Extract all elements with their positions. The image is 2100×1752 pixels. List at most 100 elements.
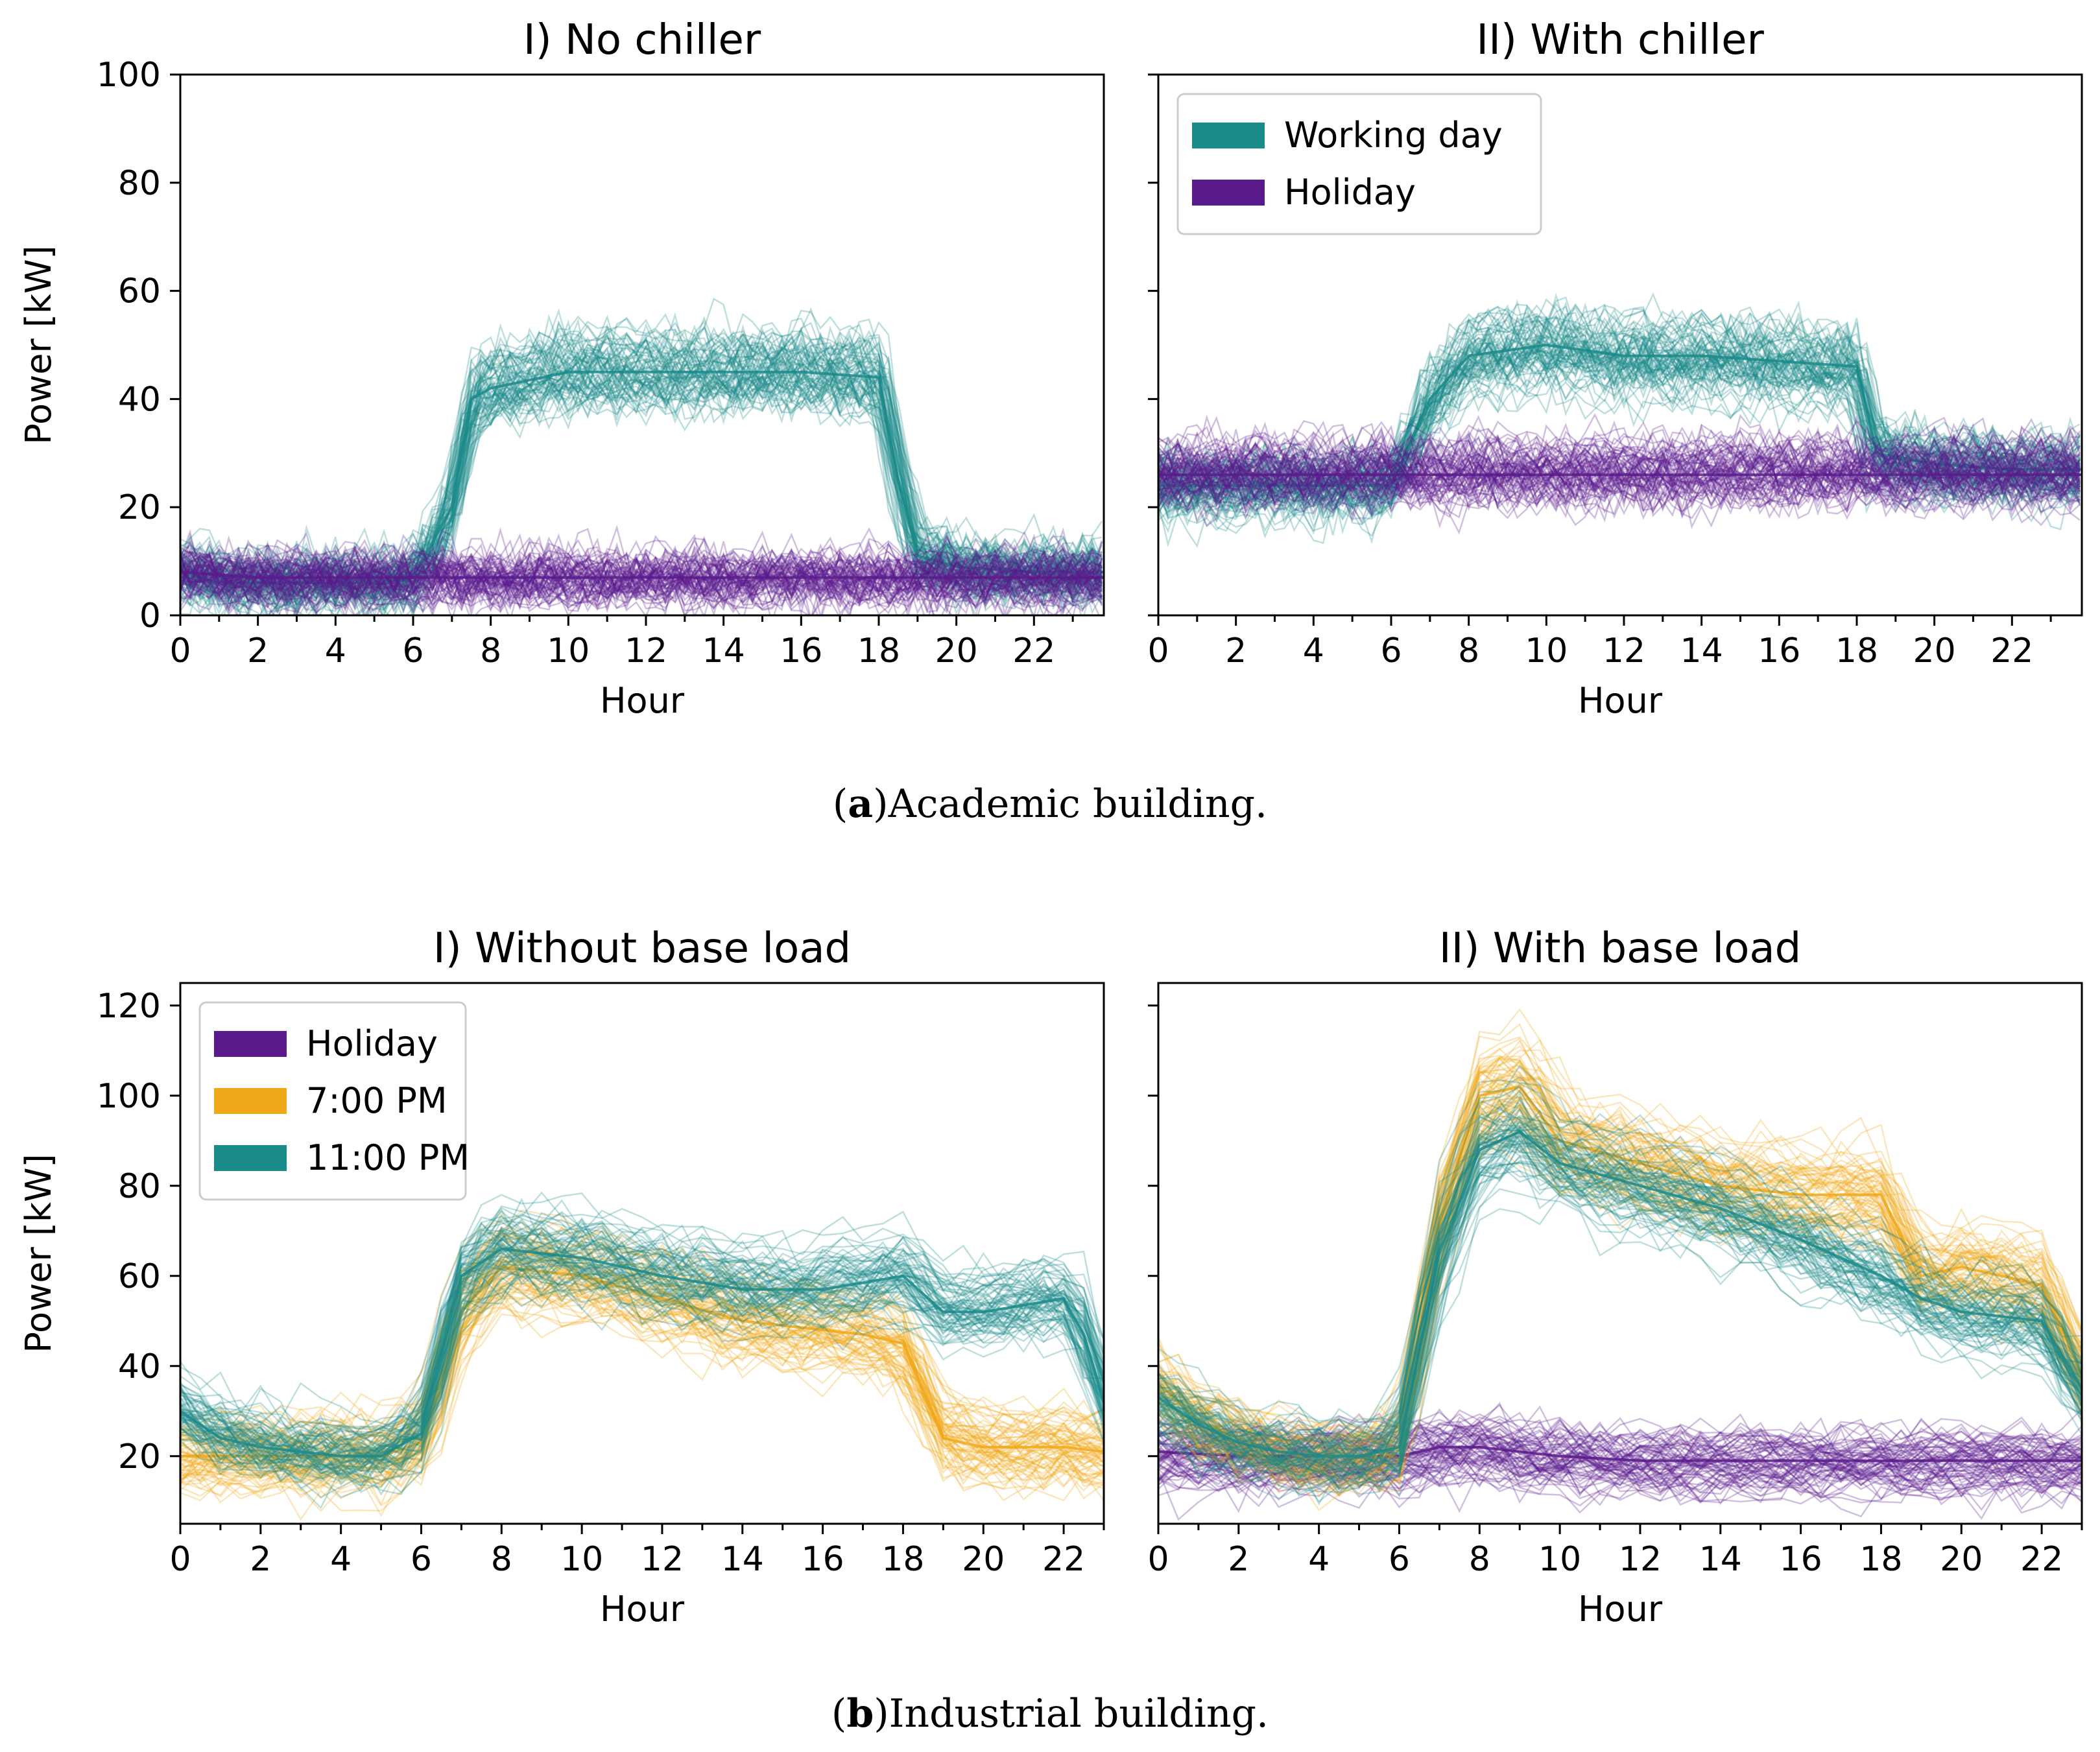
plot-frame (179, 73, 1105, 617)
x-tick-label: 18 (857, 632, 900, 670)
y-axis-b2 (1148, 1004, 1158, 1458)
trace-holiday (180, 556, 1103, 613)
trace-11-00-pm (180, 1256, 1104, 1474)
trace-working-day (180, 298, 1103, 580)
y-tick-label: 80 (118, 1167, 161, 1206)
trace-11-00-pm (1158, 1121, 2082, 1466)
trace-11-00-pm (1158, 1161, 2082, 1475)
trace-11-00-pm (1158, 1099, 2082, 1456)
trace-working-day (180, 355, 1103, 615)
trace-holiday (180, 573, 1103, 615)
trace-11-00-pm (180, 1266, 1104, 1498)
trace-holiday (180, 554, 1103, 608)
trace-holiday (180, 550, 1103, 611)
trace-working-day (1158, 327, 2081, 508)
trace-holiday (1158, 444, 2081, 502)
trace-working-day (1158, 371, 2081, 533)
trace-holiday (1158, 432, 2081, 485)
trace-holiday (1158, 1434, 2082, 1479)
trace-11-00-pm (180, 1237, 1104, 1460)
trace-11-00-pm (180, 1198, 1104, 1455)
trace-working-day (1158, 302, 2081, 501)
trace-holiday (1158, 451, 2081, 499)
trace-holiday (1158, 1452, 2082, 1510)
trace-11-00-pm (1158, 1154, 2082, 1480)
y-tick-label: 60 (118, 1257, 161, 1296)
trace-11-00-pm (180, 1234, 1104, 1463)
trace-11-00-pm (180, 1225, 1104, 1470)
trace-11-00-pm (180, 1229, 1104, 1444)
trace-11-00-pm (1158, 1143, 2082, 1477)
trace-7-00-pm (180, 1291, 1104, 1504)
trace-holiday (1158, 1405, 2082, 1458)
trace-holiday (1158, 1412, 2082, 1469)
trace-11-00-pm (1158, 1126, 2082, 1465)
chart-title: II) With chiller (1476, 16, 1764, 64)
trace-11-00-pm (1158, 1162, 2082, 1495)
x-tick-label: 10 (1538, 1540, 1581, 1579)
trace-7-00-pm (1158, 1054, 2082, 1441)
trace-working-day (1158, 374, 2081, 549)
trace-7-00-pm (180, 1282, 1104, 1500)
trace-11-00-pm (1158, 1075, 2082, 1454)
x-tick-label: 22 (2020, 1540, 2063, 1579)
trace-holiday (180, 538, 1103, 594)
trace-holiday (1158, 1421, 2082, 1480)
trace-working-day (180, 338, 1103, 595)
trace-working-day (180, 373, 1103, 615)
trace-holiday (180, 561, 1103, 615)
trace-holiday (1158, 1433, 2082, 1478)
trace-11-00-pm (180, 1237, 1104, 1474)
trace-holiday (180, 565, 1103, 615)
trace-7-00-pm (1158, 1047, 2082, 1453)
trace-7-00-pm (1158, 1058, 2082, 1436)
trace-working-day (1158, 292, 2081, 488)
trace-7-00-pm (1158, 1118, 2082, 1496)
trace-7-00-pm (180, 1226, 1104, 1438)
trace-11-00-pm (1158, 1133, 2082, 1467)
trace-holiday (1158, 479, 2081, 530)
trace-11-00-pm (180, 1266, 1104, 1483)
trace-7-00-pm (1158, 1102, 2082, 1488)
chart-title: I) No chiller (523, 16, 761, 64)
trace-working-day (1158, 305, 2081, 481)
trace-7-00-pm (1158, 1066, 2082, 1471)
trace-7-00-pm (180, 1272, 1104, 1491)
trace-11-00-pm (1158, 1141, 2082, 1493)
x-tick-label: 12 (625, 632, 667, 670)
trace-holiday (1158, 1447, 2082, 1506)
trace-7-00-pm (1158, 1089, 2082, 1482)
trace-11-00-pm (1158, 1123, 2082, 1478)
trace-7-00-pm (180, 1247, 1104, 1485)
trace-working-day (180, 376, 1103, 615)
trace-holiday (1158, 1404, 2082, 1458)
trace-11-00-pm (180, 1216, 1104, 1438)
trace-holiday (1158, 1452, 2082, 1497)
trace-holiday (1158, 469, 2081, 523)
trace-holiday (180, 554, 1103, 611)
trace-11-00-pm (180, 1212, 1104, 1436)
trace-11-00-pm (180, 1226, 1104, 1467)
trace-holiday (1158, 1453, 2082, 1503)
x-tick-label: 6 (402, 632, 424, 670)
caption-industrial: (b)Industrial building. (831, 1691, 1269, 1736)
x-tick-label: 0 (169, 632, 191, 670)
trace-working-day (180, 362, 1103, 601)
trace-holiday (180, 554, 1103, 615)
trace-7-00-pm (1158, 1089, 2082, 1463)
trace-7-00-pm (180, 1249, 1104, 1457)
trace-holiday (1158, 439, 2081, 491)
trace-working-day (180, 349, 1103, 615)
trace-holiday (1158, 427, 2081, 486)
trace-7-00-pm (180, 1219, 1104, 1467)
legend-swatch (1192, 180, 1265, 206)
trace-working-day (180, 373, 1103, 615)
trace-11-00-pm (180, 1238, 1104, 1466)
y-tick-label: 80 (118, 164, 161, 203)
x-tick-label: 16 (780, 632, 822, 670)
trace-working-day (1158, 327, 2081, 490)
trace-11-00-pm (1158, 1115, 2082, 1491)
x-tick-label: 4 (1303, 632, 1324, 670)
trace-working-day (1158, 323, 2081, 499)
